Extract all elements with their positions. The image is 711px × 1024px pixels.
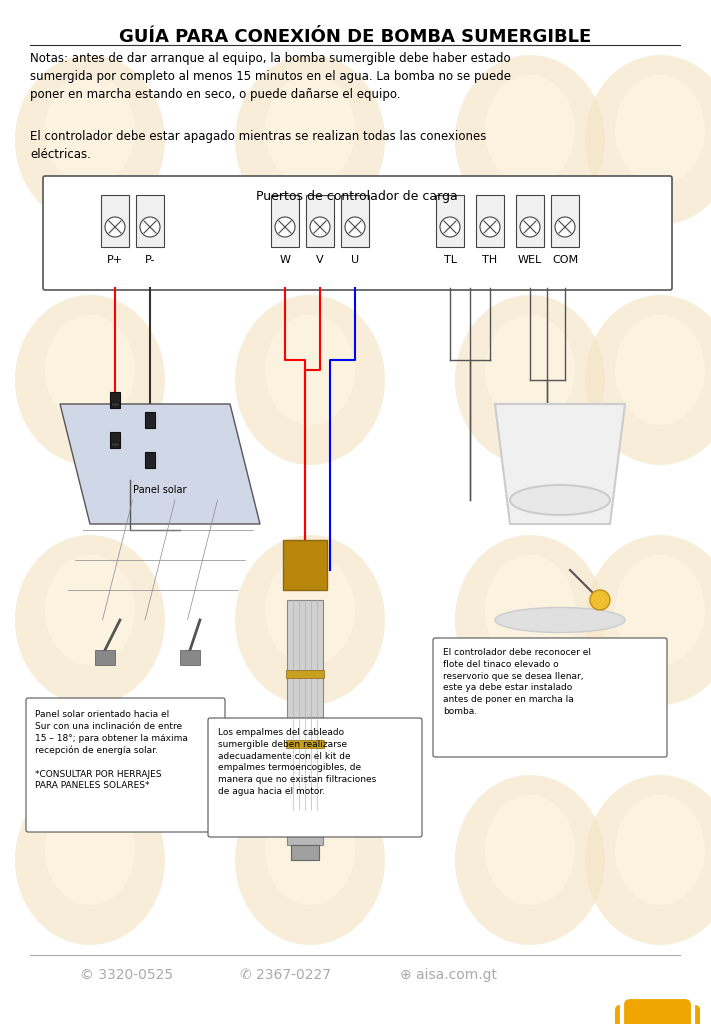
Text: El controlador debe estar apagado mientras se realizan todas las conexiones
eléc: El controlador debe estar apagado mientr… xyxy=(30,130,486,161)
Ellipse shape xyxy=(15,775,165,945)
Text: COM: COM xyxy=(552,255,578,265)
Ellipse shape xyxy=(485,75,575,185)
Ellipse shape xyxy=(235,535,385,705)
FancyBboxPatch shape xyxy=(615,1005,700,1024)
Text: WEL: WEL xyxy=(518,255,542,265)
Text: Panel solar orientado hacia el
Sur con una inclinación de entre
15 – 18°; para o: Panel solar orientado hacia el Sur con u… xyxy=(35,710,188,791)
Ellipse shape xyxy=(485,795,575,905)
Ellipse shape xyxy=(455,295,605,465)
Ellipse shape xyxy=(485,315,575,425)
Text: Panel solar: Panel solar xyxy=(133,485,187,495)
Ellipse shape xyxy=(265,555,355,665)
Text: U: U xyxy=(351,255,359,265)
Circle shape xyxy=(105,217,125,237)
Text: ⊕ aisa.com.gt: ⊕ aisa.com.gt xyxy=(400,968,497,982)
Ellipse shape xyxy=(615,555,705,665)
Text: W: W xyxy=(279,255,291,265)
Ellipse shape xyxy=(455,775,605,945)
Circle shape xyxy=(440,217,460,237)
Bar xyxy=(476,195,504,247)
Ellipse shape xyxy=(15,295,165,465)
Text: Notas: antes de dar arranque al equipo, la bomba sumergible debe haber estado
su: Notas: antes de dar arranque al equipo, … xyxy=(30,52,511,101)
Bar xyxy=(271,195,299,247)
Ellipse shape xyxy=(510,485,610,515)
Bar xyxy=(145,412,155,428)
Ellipse shape xyxy=(485,555,575,665)
Bar xyxy=(286,670,324,678)
Ellipse shape xyxy=(585,535,711,705)
FancyBboxPatch shape xyxy=(26,698,225,831)
Text: TH: TH xyxy=(483,255,498,265)
Bar xyxy=(111,442,119,446)
Ellipse shape xyxy=(615,75,705,185)
Ellipse shape xyxy=(615,315,705,425)
Text: El controlador debe reconocer el
flote del tinaco elevado o
reservorio que se de: El controlador debe reconocer el flote d… xyxy=(443,648,591,716)
Bar xyxy=(145,452,155,468)
Ellipse shape xyxy=(455,55,605,225)
Ellipse shape xyxy=(585,55,711,225)
FancyBboxPatch shape xyxy=(43,176,672,290)
Circle shape xyxy=(555,217,575,237)
Ellipse shape xyxy=(235,55,385,225)
Ellipse shape xyxy=(45,795,135,905)
FancyBboxPatch shape xyxy=(622,997,693,1024)
Ellipse shape xyxy=(585,775,711,945)
Bar xyxy=(111,402,119,406)
Text: © 3320-0525: © 3320-0525 xyxy=(80,968,173,982)
Ellipse shape xyxy=(265,315,355,425)
Bar xyxy=(516,195,544,247)
Text: ✆ 2367-0227: ✆ 2367-0227 xyxy=(240,968,331,982)
Ellipse shape xyxy=(455,535,605,705)
FancyBboxPatch shape xyxy=(433,638,667,757)
Bar xyxy=(287,810,323,845)
Bar xyxy=(291,845,319,860)
Ellipse shape xyxy=(45,75,135,185)
Ellipse shape xyxy=(585,295,711,465)
Text: TL: TL xyxy=(444,255,456,265)
Polygon shape xyxy=(60,404,260,524)
Bar xyxy=(180,650,200,665)
Text: V: V xyxy=(316,255,324,265)
Bar xyxy=(101,195,129,247)
Circle shape xyxy=(140,217,160,237)
Polygon shape xyxy=(495,404,625,524)
Circle shape xyxy=(275,217,295,237)
Ellipse shape xyxy=(615,795,705,905)
Ellipse shape xyxy=(15,535,165,705)
Text: P-: P- xyxy=(145,255,155,265)
Bar xyxy=(283,540,327,590)
Ellipse shape xyxy=(235,775,385,945)
Bar xyxy=(110,392,120,408)
Circle shape xyxy=(480,217,500,237)
Bar xyxy=(136,195,164,247)
Bar xyxy=(341,195,369,247)
Text: Puertos de controlador de carga: Puertos de controlador de carga xyxy=(256,190,458,203)
Text: Los empalmes del cableado
sumergible deben realizarse
adecuadamente con el kit d: Los empalmes del cableado sumergible deb… xyxy=(218,728,376,796)
Ellipse shape xyxy=(495,607,625,633)
Text: P+: P+ xyxy=(107,255,123,265)
Ellipse shape xyxy=(235,295,385,465)
Ellipse shape xyxy=(45,555,135,665)
Bar xyxy=(306,195,334,247)
Text: GUÍA PARA CONEXIÓN DE BOMBA SUMERGIBLE: GUÍA PARA CONEXIÓN DE BOMBA SUMERGIBLE xyxy=(119,28,591,46)
Bar xyxy=(110,432,120,449)
Bar xyxy=(551,195,579,247)
Ellipse shape xyxy=(265,795,355,905)
Bar xyxy=(95,650,115,665)
Bar xyxy=(436,195,464,247)
FancyBboxPatch shape xyxy=(208,718,422,837)
Ellipse shape xyxy=(265,75,355,185)
Circle shape xyxy=(520,217,540,237)
Ellipse shape xyxy=(15,55,165,225)
Ellipse shape xyxy=(45,315,135,425)
Bar xyxy=(287,600,323,810)
Bar xyxy=(286,740,324,748)
Circle shape xyxy=(590,590,610,610)
Circle shape xyxy=(310,217,330,237)
Circle shape xyxy=(345,217,365,237)
